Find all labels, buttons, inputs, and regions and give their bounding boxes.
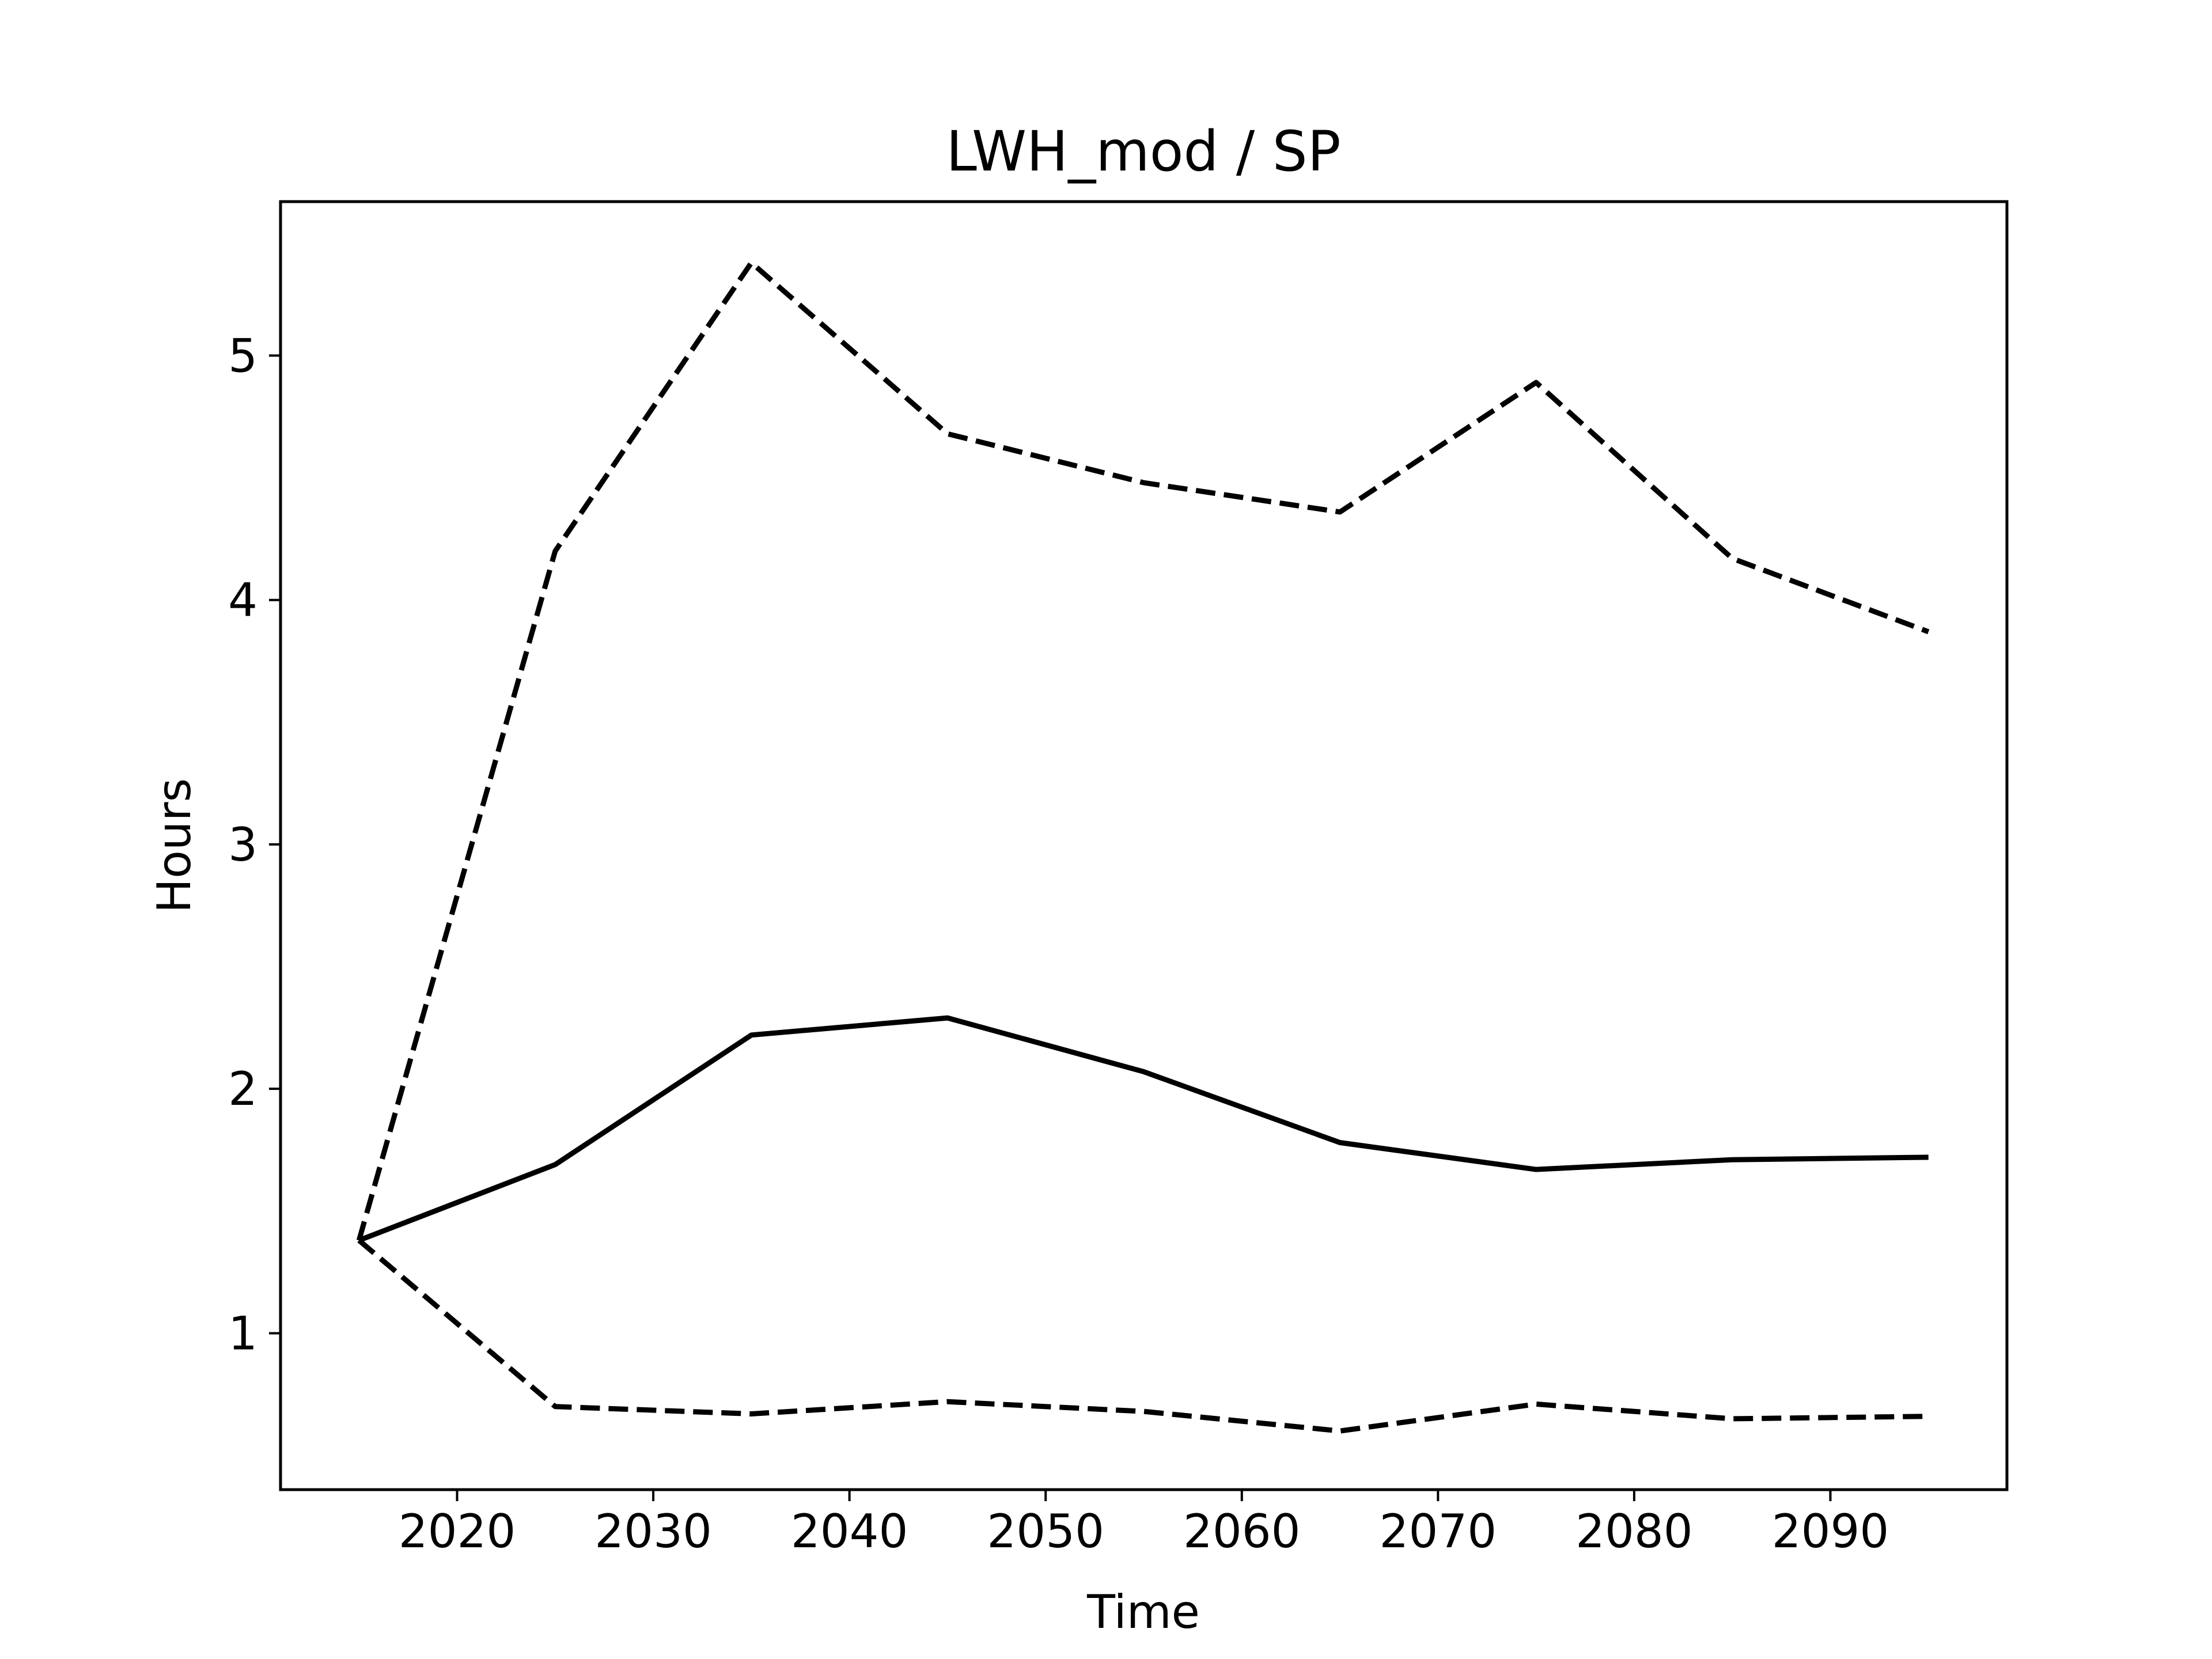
x-tick-label: 2030 [594, 1505, 712, 1558]
series-line-2-upper-bound-line [356, 260, 1930, 1241]
x-tick-label: 2070 [1380, 1505, 1497, 1558]
y-axis: 1 2 3 4 5 [228, 329, 281, 1360]
y-tick-label: 2 [228, 1062, 257, 1116]
plot-area-frame [279, 200, 2009, 1491]
series-layer [356, 260, 1930, 1434]
x-tick-label: 2040 [791, 1505, 908, 1558]
y-tick-label: 5 [228, 329, 257, 382]
y-tick-label: 4 [228, 574, 257, 627]
y-axis-label: Hours [147, 778, 201, 913]
chart-title: LWH_mod / SP [946, 119, 1340, 184]
x-tick-label: 2020 [399, 1505, 516, 1558]
x-tick-label: 2050 [987, 1505, 1104, 1558]
y-tick-label: 1 [228, 1306, 257, 1360]
x-axis: 2020 2030 2040 2050 2060 2070 2080 2090 [399, 1490, 1889, 1558]
x-tick-label: 2080 [1575, 1505, 1693, 1558]
series-line-1-median-line [358, 1015, 1929, 1243]
x-tick-label: 2090 [1772, 1505, 1889, 1558]
y-tick-label: 3 [228, 818, 257, 872]
series-line-3-lower-bound-line [357, 1238, 1929, 1434]
x-tick-label: 2060 [1183, 1505, 1301, 1558]
x-axis-label: Time [1086, 1585, 1200, 1639]
